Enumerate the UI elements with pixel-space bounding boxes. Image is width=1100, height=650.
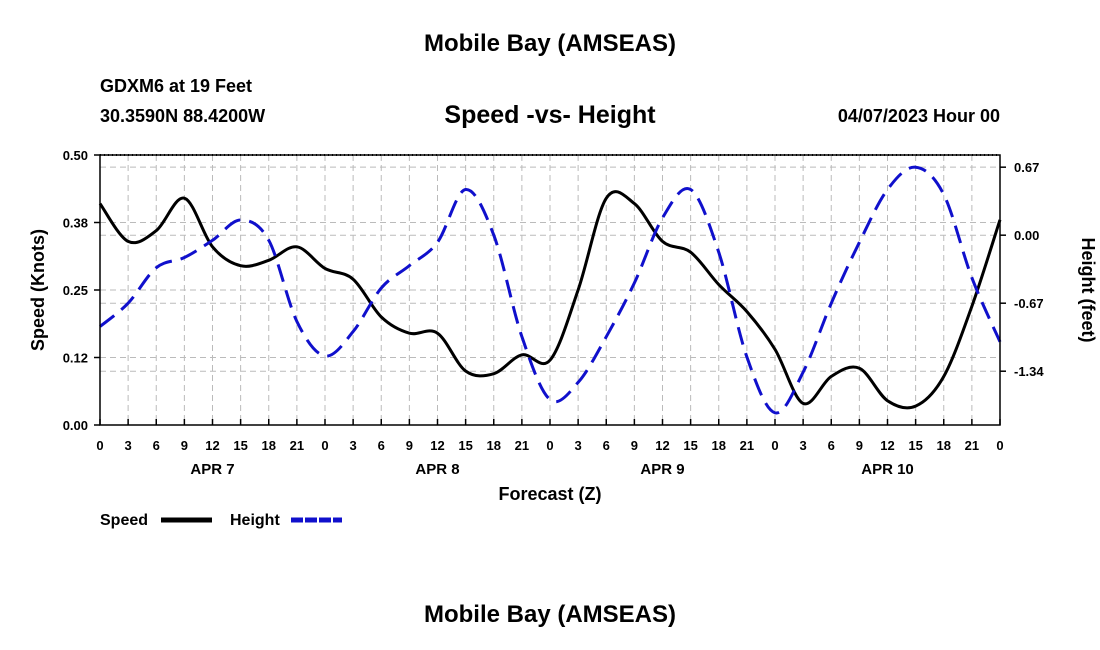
- y-tick-label: 0.25: [63, 283, 88, 298]
- curves: [98, 165, 1002, 415]
- y-axis-left: 0.00 0.12 0.25 0.38 0.50: [63, 148, 100, 433]
- x-tick-label: 0: [546, 438, 553, 453]
- y-tick-label: 0.50: [63, 148, 88, 163]
- x-axis-title: Forecast (Z): [498, 484, 601, 504]
- x-tick-label: 12: [880, 438, 894, 453]
- x-tick-label: 12: [430, 438, 444, 453]
- x-tick-label: 6: [378, 438, 385, 453]
- x-tick-label: 15: [683, 438, 697, 453]
- x-tick-label: 0: [771, 438, 778, 453]
- x-tick-label: 15: [233, 438, 247, 453]
- x-tick-label: 0: [321, 438, 328, 453]
- legend: Speed Height: [100, 512, 342, 529]
- x-tick-label: 3: [800, 438, 807, 453]
- legend-speed-label: Speed: [100, 512, 148, 529]
- x-tick-label: 12: [655, 438, 669, 453]
- x-tick-label: 9: [856, 438, 863, 453]
- y-tick-label: 0.00: [63, 418, 88, 433]
- coordinates-label: 30.3590N 88.4200W: [100, 106, 266, 126]
- legend-height-label: Height: [230, 512, 280, 529]
- x-tick-label: 18: [937, 438, 951, 453]
- y2-tick-label: -0.67: [1014, 296, 1044, 311]
- grid: [100, 155, 1000, 425]
- y-axis-right: -1.34 -0.67 0.00 0.67: [1000, 160, 1044, 379]
- x-tick-label: 21: [515, 438, 529, 453]
- y2-axis-title: Height (feet): [1078, 238, 1098, 343]
- x-tick-label: 3: [350, 438, 357, 453]
- x-tick-label: 15: [908, 438, 922, 453]
- day-label: APR 8: [415, 461, 459, 478]
- day-labels: APR 7 APR 8 APR 9 APR 10: [190, 461, 913, 478]
- x-tick-label: 0: [96, 438, 103, 453]
- x-tick-label: 6: [603, 438, 610, 453]
- series-line-height: [99, 165, 1002, 415]
- forecast-date-label: 04/07/2023 Hour 00: [837, 106, 1000, 126]
- x-tick-label: 15: [458, 438, 472, 453]
- x-tick-label: 3: [125, 438, 132, 453]
- y-tick-label: 0.38: [63, 216, 88, 231]
- series-line-speed: [98, 190, 1002, 410]
- x-tick-label: 18: [712, 438, 726, 453]
- day-label: APR 9: [640, 461, 684, 478]
- x-tick-label: 18: [262, 438, 276, 453]
- x-tick-label: 0: [996, 438, 1003, 453]
- x-tick-label: 18: [487, 438, 501, 453]
- y-tick-label: 0.12: [63, 351, 88, 366]
- chart-title: Speed -vs- Height: [444, 101, 656, 129]
- y-axis-title: Speed (Knots): [28, 229, 48, 351]
- x-tick-label: 12: [205, 438, 219, 453]
- station-label: GDXM6 at 19 Feet: [100, 76, 253, 96]
- x-tick-label: 21: [740, 438, 754, 453]
- x-tick-label: 21: [965, 438, 979, 453]
- x-tick-label: 3: [575, 438, 582, 453]
- x-tick-label: 9: [631, 438, 638, 453]
- x-axis: 0 3 6 9 12 15 18 21 0 3 6 9 12 15 18 21 0 3 6 9 12 15 18 21 0 3 6 9…: [96, 419, 1004, 453]
- speed-height-chart: 0 3 6 9 12 15 18 21 0 3 6 9 12 15 18 21 0 3 6 9 12 15 18 21 0 3 6 9…: [28, 148, 1098, 529]
- y2-tick-label: -1.34: [1014, 364, 1044, 379]
- x-tick-label: 9: [181, 438, 188, 453]
- footer-title: Mobile Bay (AMSEAS): [423, 601, 677, 628]
- x-tick-label: 6: [828, 438, 835, 453]
- y2-tick-label: 0.67: [1014, 160, 1039, 175]
- x-tick-label: 21: [290, 438, 304, 453]
- main-title: Mobile Bay (AMSEAS): [423, 30, 677, 57]
- day-label: APR 7: [190, 461, 234, 478]
- day-label: APR 10: [861, 461, 914, 478]
- x-tick-label: 9: [406, 438, 413, 453]
- x-tick-label: 6: [153, 438, 160, 453]
- y2-tick-label: 0.00: [1014, 228, 1039, 243]
